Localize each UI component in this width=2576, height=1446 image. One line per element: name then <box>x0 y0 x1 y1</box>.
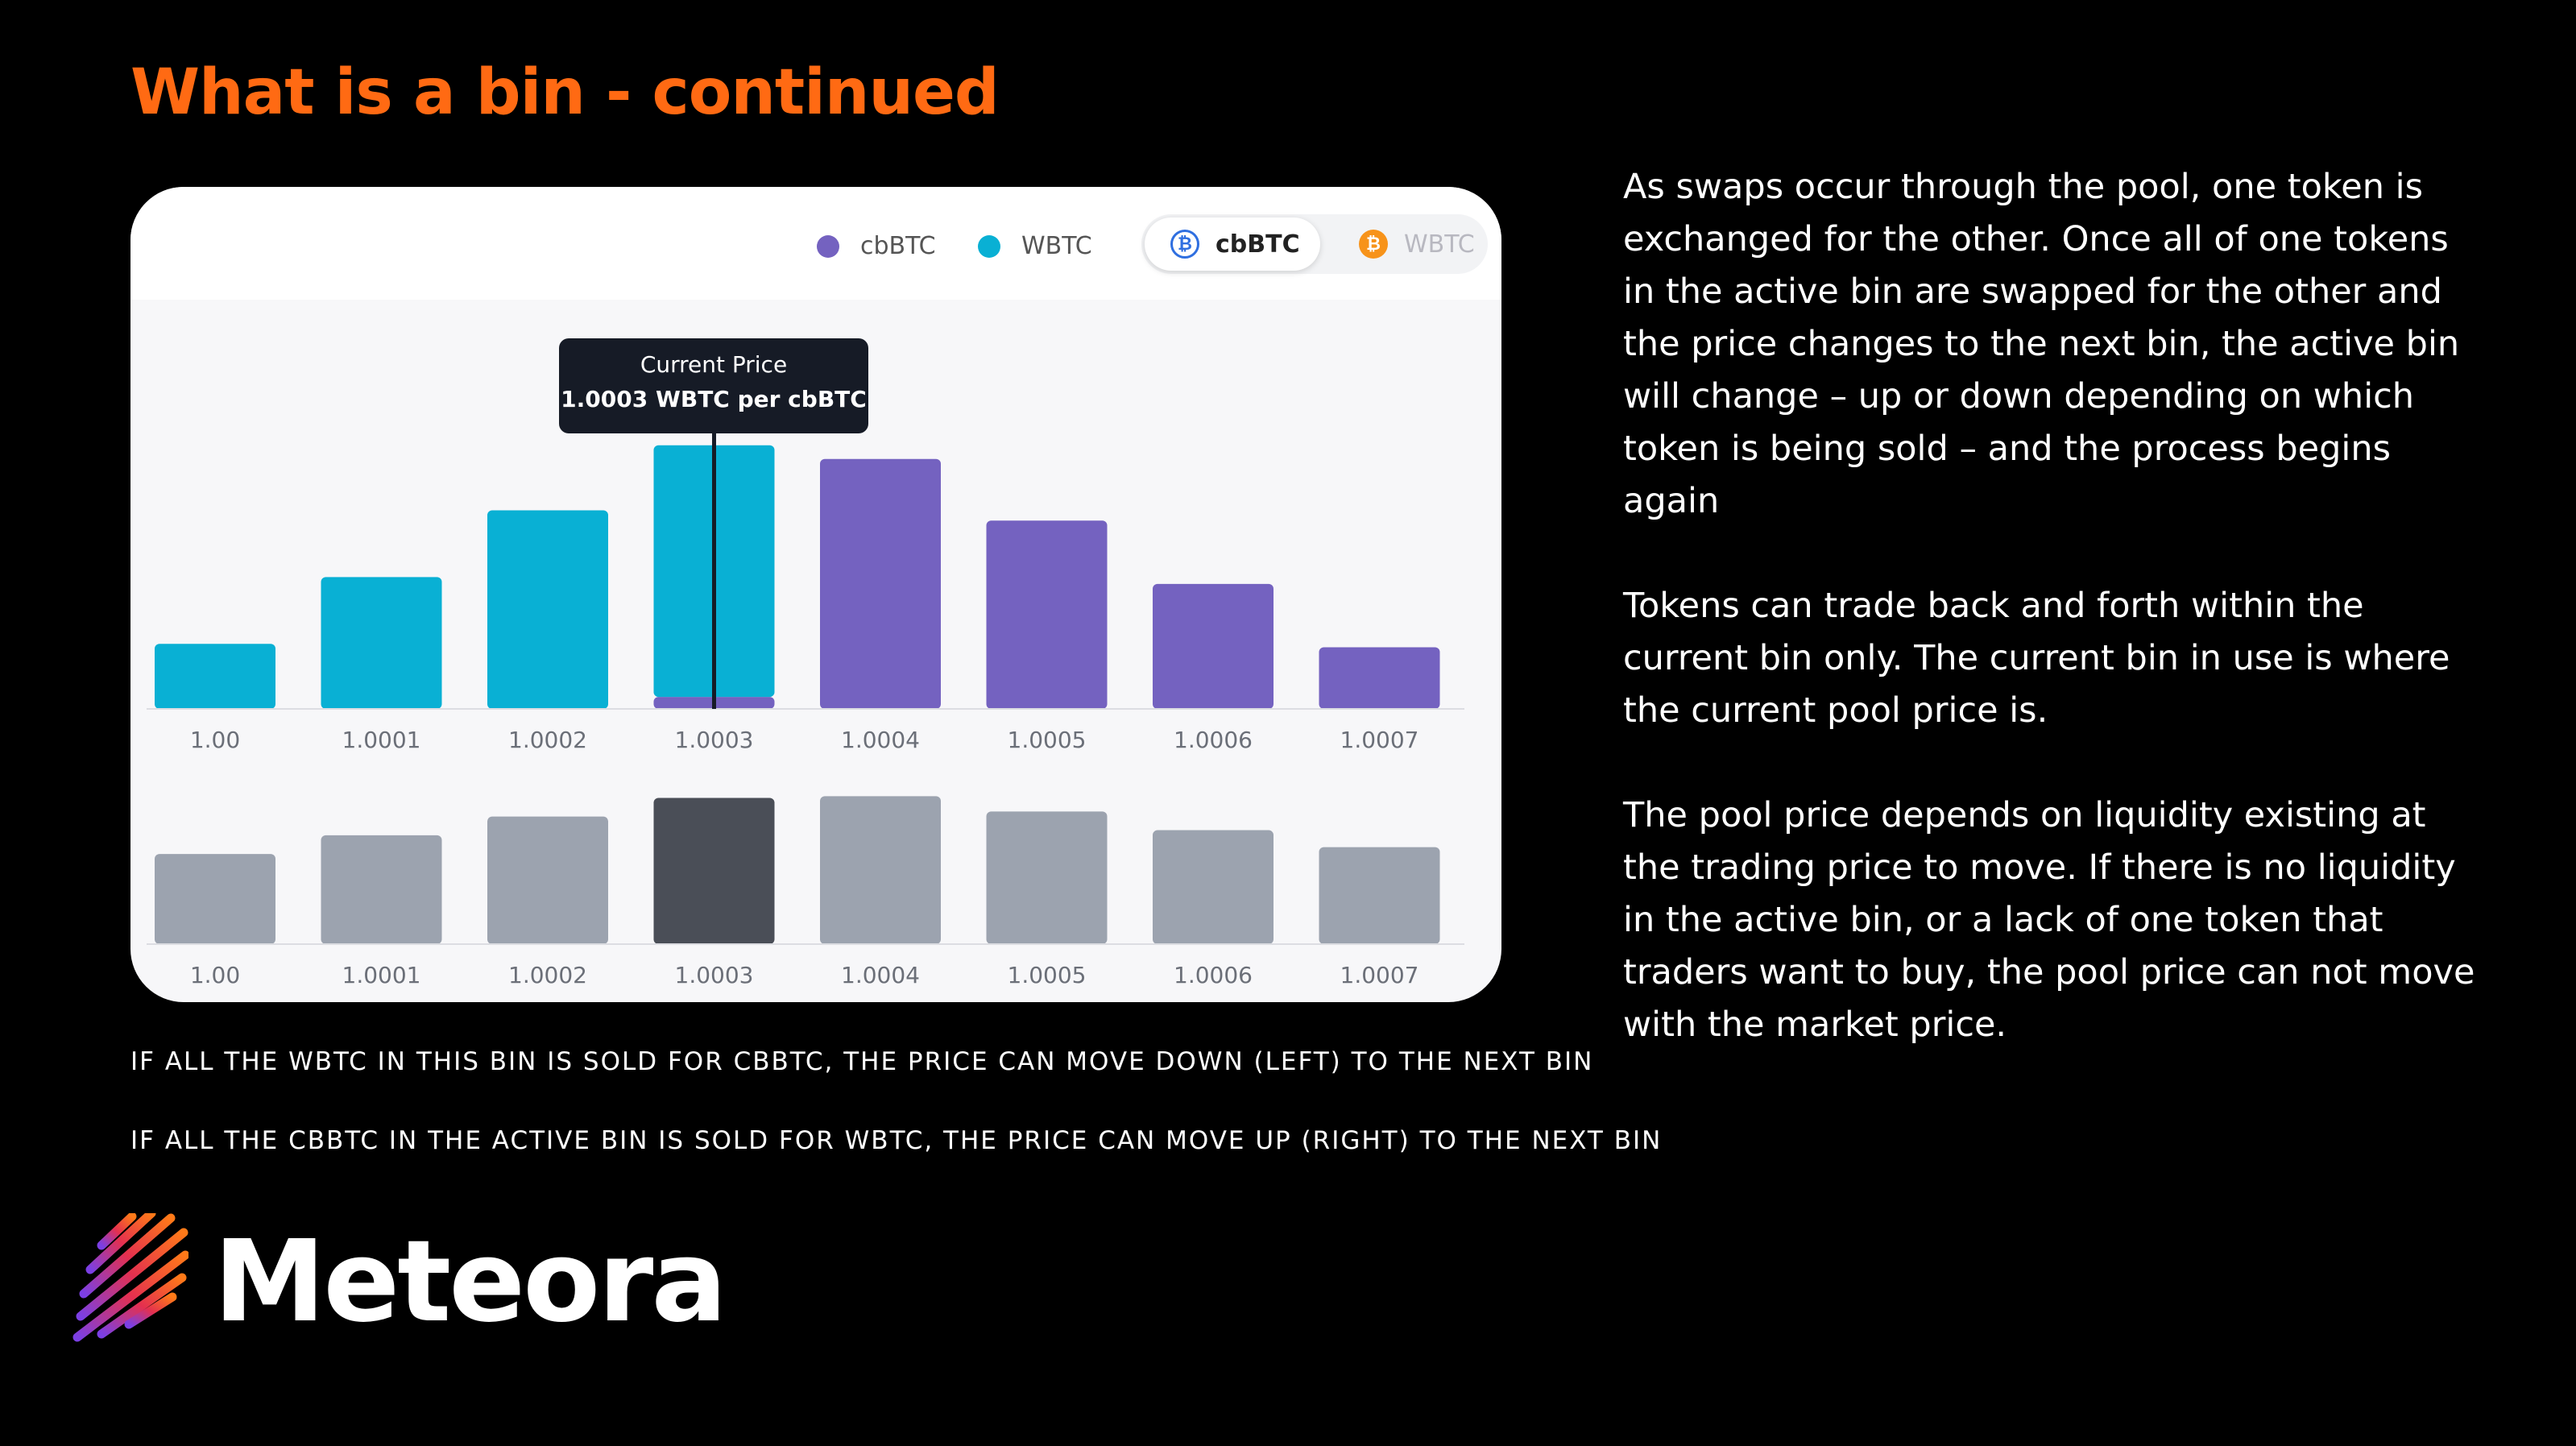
lower-tick-label: 1.0002 <box>508 962 587 988</box>
caption-move-down: IF ALL THE WBTC IN THIS BIN IS SOLD FOR … <box>130 1047 1594 1076</box>
cbbtc-bar <box>1153 583 1274 709</box>
toggle-label: WBTC <box>1404 230 1475 259</box>
lower-tick-label: 1.0001 <box>342 962 421 988</box>
lower-tick-group: 1.00 1.0001 1.0002 1.0003 1.0004 1.0005 1.0006… <box>190 962 1419 988</box>
bitcoin-icon: ₿ <box>1359 230 1388 259</box>
paragraph-pool-price: The pool price depends on liquidity exis… <box>1623 795 2475 1045</box>
lower-tick-label: 1.0003 <box>675 962 754 988</box>
lower-tick-label: 1.00 <box>190 962 240 988</box>
upper-tick-label: 1.0002 <box>508 727 587 753</box>
wbtc-bar <box>487 510 608 709</box>
cbbtc-bar <box>820 458 941 709</box>
lower-tick-label: 1.0004 <box>841 962 920 988</box>
upper-tick-label: 1.00 <box>190 727 240 753</box>
upper-bar-group <box>155 445 1440 709</box>
legend-dot-icon <box>817 234 839 258</box>
current-price-tooltip: Current Price 1.0003 WBTC per cbBTC <box>559 338 868 433</box>
legend-dot-icon <box>978 234 1000 258</box>
paragraph-current-bin: Tokens can trade back and forth within t… <box>1623 586 2450 731</box>
lower-tick-label: 1.0005 <box>1008 962 1087 988</box>
liquidity-bar <box>986 811 1108 944</box>
caption-move-up: IF ALL THE CBBTC IN THE ACTIVE BIN IS SO… <box>130 1126 1663 1155</box>
liquidity-bar <box>487 816 608 944</box>
liquidity-bar <box>820 796 941 944</box>
explanation-text: As swaps occur through the pool, one tok… <box>1623 161 2477 1104</box>
chart-header: cbBTC WBTC ₿ cbBTC ₿ WBTC <box>130 187 1501 300</box>
wbtc-bar <box>321 577 442 709</box>
cbbtc-bar <box>986 520 1108 709</box>
toggle-label: cbBTC <box>1216 230 1300 259</box>
wbtc-bar <box>155 644 275 709</box>
liquidity-chart-card: cbBTC WBTC ₿ cbBTC ₿ WBTC 1.00 1.0001 1.00… <box>130 187 1501 1002</box>
bin-chart: 1.00 1.0001 1.0002 1.0003 1.0004 1.0005 1.0006… <box>147 433 1464 988</box>
lower-tick-label: 1.0007 <box>1340 962 1419 988</box>
liquidity-bar <box>1153 830 1274 944</box>
tooltip-label: Current Price <box>640 351 788 378</box>
liquidity-bar <box>653 798 775 944</box>
lower-tick-label: 1.0006 <box>1174 962 1253 988</box>
upper-tick-label: 1.0003 <box>675 727 754 753</box>
brand-wordmark: Meteora <box>213 1216 727 1348</box>
upper-tick-label: 1.0001 <box>342 727 421 753</box>
bitcoin-icon: ₿ <box>1170 230 1199 259</box>
meteora-logo-icon <box>72 1213 188 1342</box>
legend-label: cbBTC <box>860 232 936 260</box>
liquidity-bar <box>1319 847 1440 944</box>
legend-item-wbtc: WBTC <box>978 232 1092 260</box>
slide-title: What is a bin - continued <box>130 56 1000 129</box>
lower-bar-group <box>155 796 1440 944</box>
upper-tick-label: 1.0005 <box>1008 727 1087 753</box>
token-toggle: ₿ cbBTC ₿ WBTC <box>1141 214 1488 274</box>
liquidity-bar <box>155 854 275 944</box>
legend-item-cbbtc: cbBTC <box>817 232 936 260</box>
upper-tick-label: 1.0004 <box>841 727 920 753</box>
upper-tick-label: 1.0006 <box>1174 727 1253 753</box>
toggle-wbtc-button[interactable]: ₿ WBTC <box>1333 218 1486 271</box>
upper-tick-label: 1.0007 <box>1340 727 1419 753</box>
paragraph-swaps: As swaps occur through the pool, one tok… <box>1623 167 2460 521</box>
tooltip-value: 1.0003 WBTC per cbBTC <box>561 386 867 412</box>
toggle-cbbtc-button[interactable]: ₿ cbBTC <box>1145 218 1320 271</box>
upper-tick-group: 1.00 1.0001 1.0002 1.0003 1.0004 1.0005 1.0006… <box>190 727 1419 753</box>
legend-label: WBTC <box>1021 232 1092 260</box>
cbbtc-bar <box>1319 647 1440 709</box>
liquidity-bar <box>321 835 442 944</box>
